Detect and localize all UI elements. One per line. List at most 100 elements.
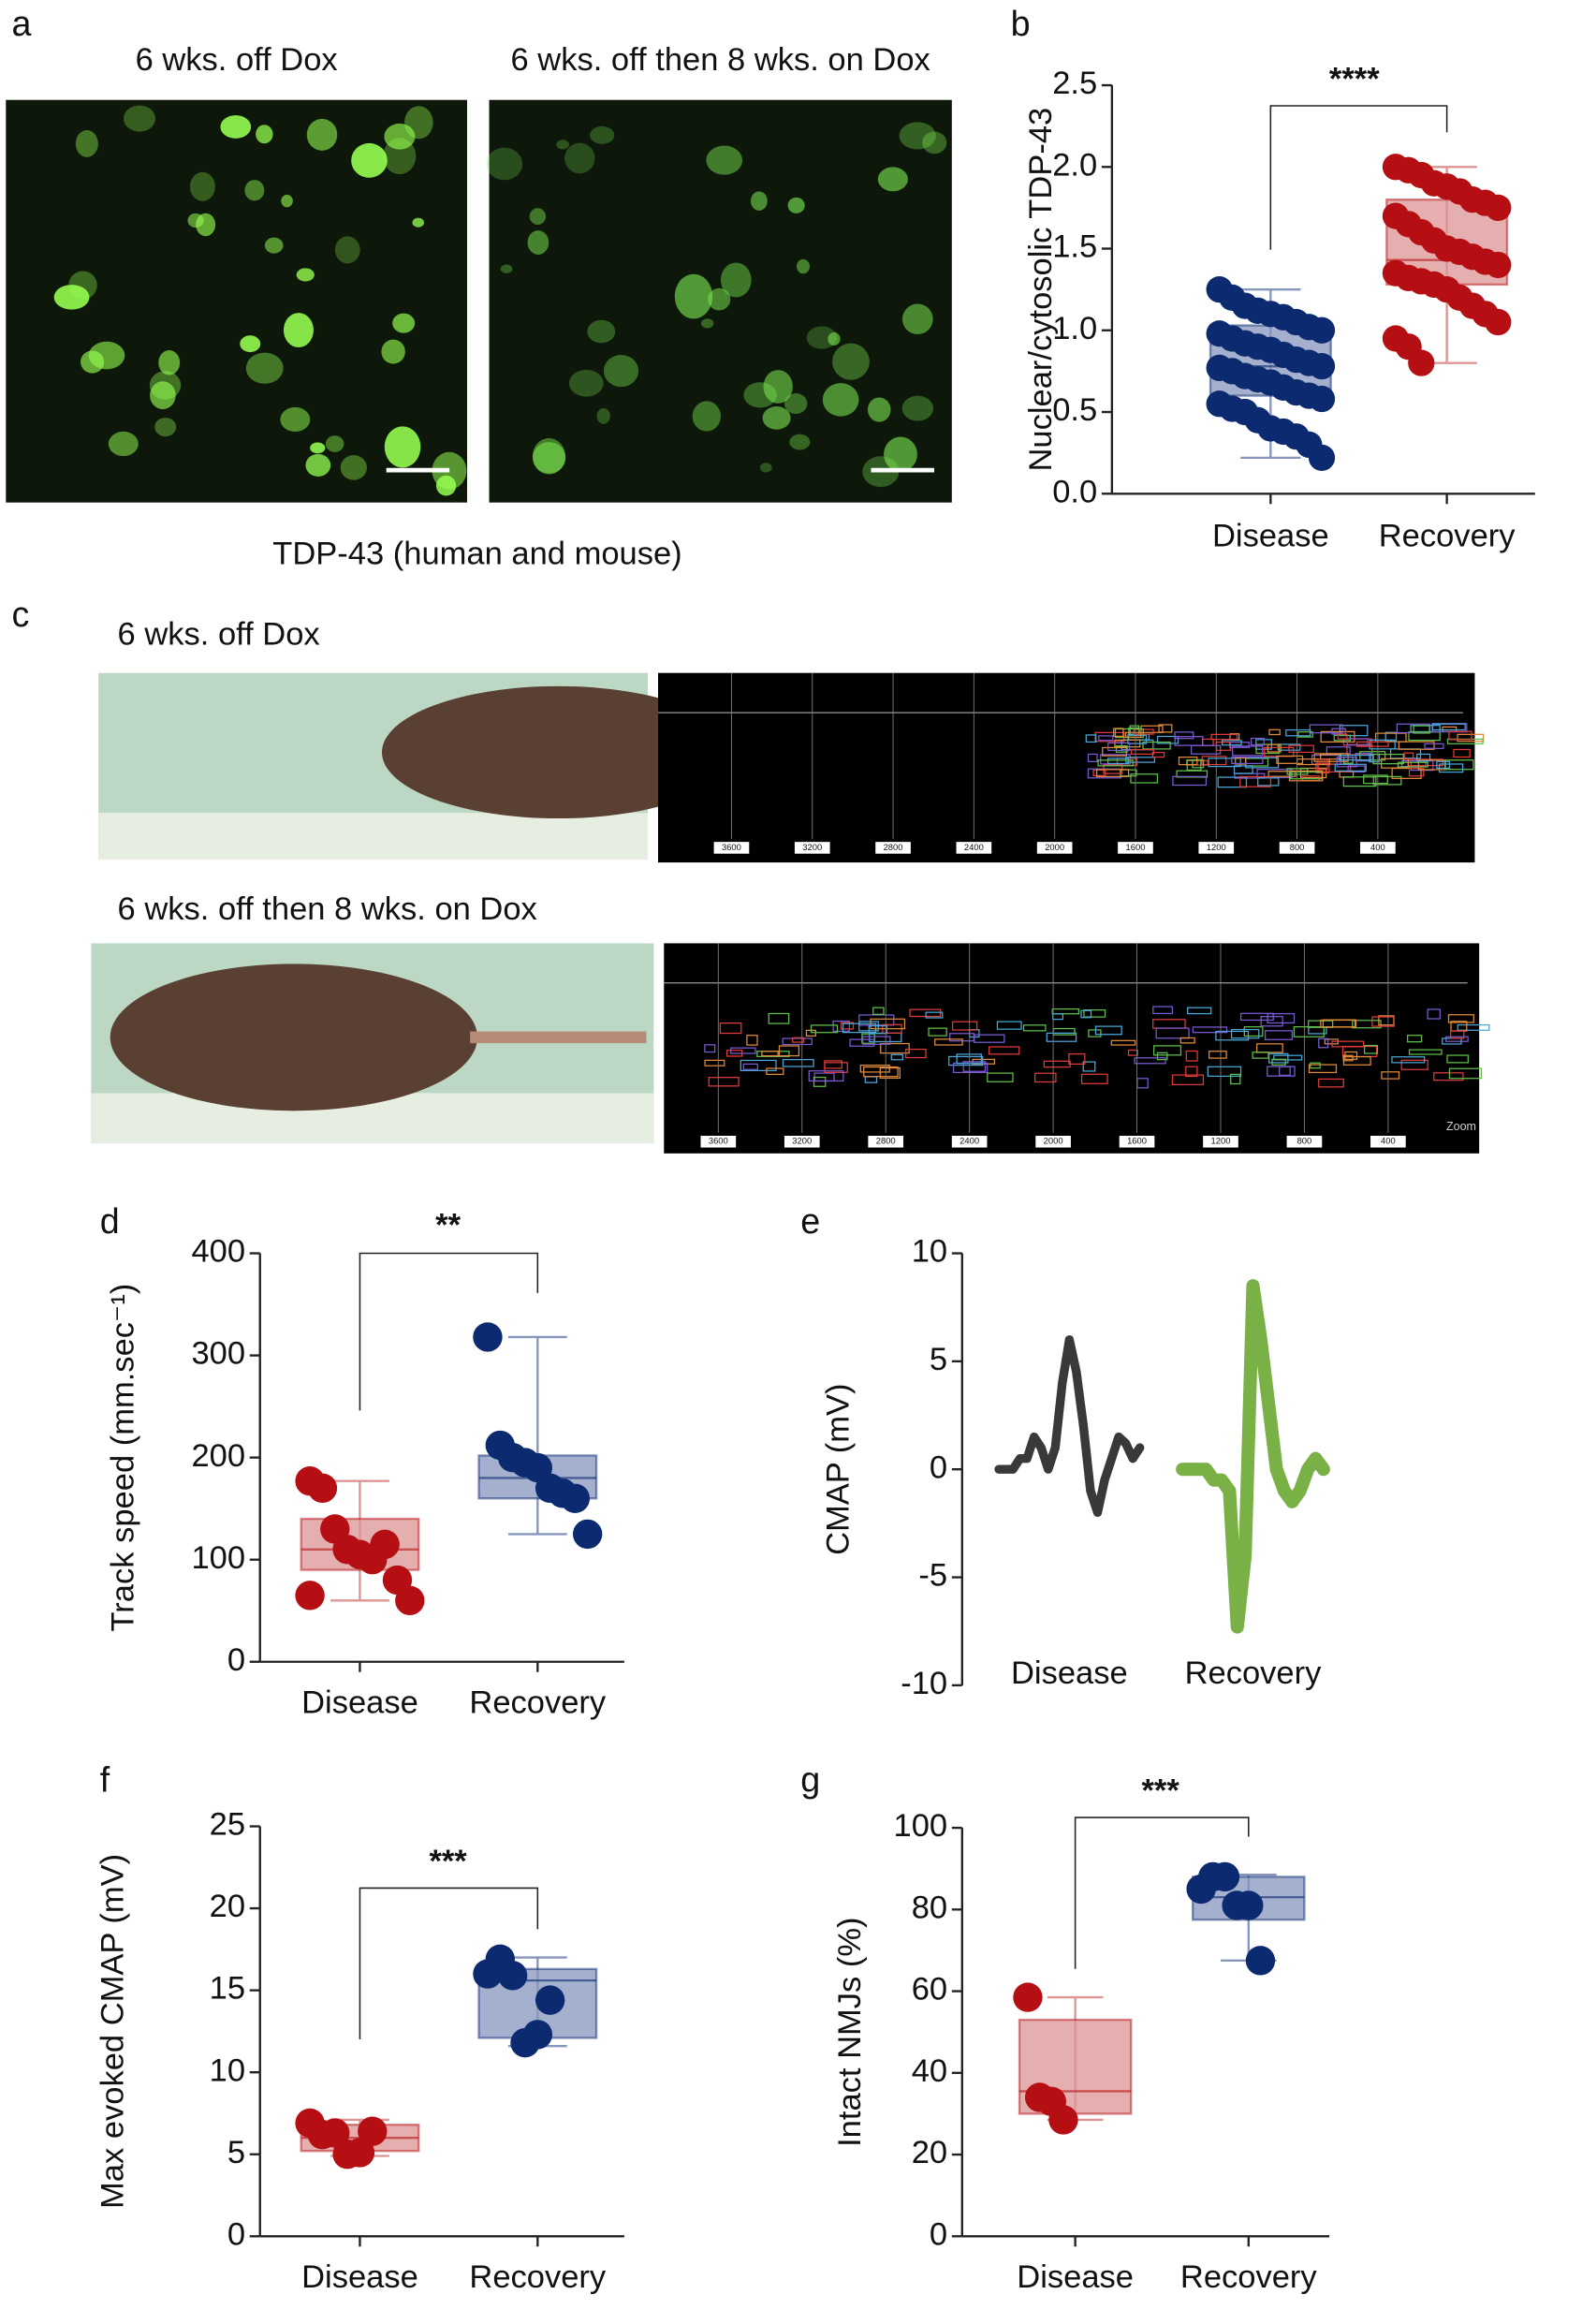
data-point [1485, 194, 1512, 222]
track-label-box [700, 1135, 737, 1148]
track-label-box [951, 1135, 988, 1148]
panel-letter: b [1011, 4, 1031, 43]
footprint [1271, 1058, 1286, 1066]
footprint [761, 1051, 779, 1057]
footprint [778, 1045, 800, 1057]
data-point [1485, 251, 1512, 279]
footprint [928, 1027, 947, 1037]
footprint [1083, 1009, 1106, 1018]
data-point [295, 1581, 325, 1611]
footprint [1085, 734, 1097, 743]
track-label-box [1118, 842, 1153, 854]
image-title: 6 wks. off Dox [118, 617, 320, 653]
cell [832, 343, 870, 380]
track-label-box [1036, 842, 1073, 854]
footprint [868, 1024, 888, 1035]
track-label: 2400 [959, 1136, 979, 1146]
cell [158, 349, 181, 375]
footprint [1222, 740, 1242, 746]
data-point [307, 1473, 338, 1504]
footprint [1444, 759, 1474, 771]
cell [384, 123, 416, 150]
footprint [1098, 735, 1114, 742]
footprint [1408, 1049, 1443, 1055]
cell [149, 371, 182, 400]
y-tick-label: 100 [191, 1540, 245, 1576]
footprint [1397, 761, 1428, 768]
data-point [572, 1519, 603, 1550]
cell [296, 268, 315, 282]
footprint [840, 1022, 855, 1030]
cell [587, 319, 616, 344]
track-panel [657, 672, 1475, 863]
cell [899, 122, 936, 150]
cell [763, 370, 793, 404]
track-label: 800 [1297, 1136, 1312, 1146]
footprint [704, 1059, 725, 1066]
track-label-box [956, 842, 992, 854]
data-point [1245, 1946, 1276, 1976]
footprint [1142, 741, 1171, 750]
footprint [1094, 1025, 1122, 1036]
footprint [792, 1037, 804, 1043]
track-label: 800 [1290, 842, 1305, 852]
data-point [1308, 316, 1336, 344]
significance-bracket [1074, 1817, 1250, 1969]
cell [486, 147, 523, 181]
footprint [1207, 1066, 1242, 1077]
data-point [1308, 385, 1336, 413]
cell [789, 434, 811, 450]
panel-letter: g [800, 1759, 820, 1799]
footprint [1309, 724, 1343, 734]
data-point [358, 2116, 388, 2146]
data-point [1209, 1861, 1240, 1892]
cell [708, 287, 731, 311]
cell [244, 180, 265, 201]
cell [392, 313, 416, 333]
cell [383, 138, 417, 175]
cell [806, 326, 838, 349]
cell [828, 331, 841, 346]
footprint [1339, 725, 1369, 737]
cell [187, 213, 204, 228]
y-tick-label: 2.5 [1052, 66, 1097, 101]
footprint [832, 1020, 850, 1032]
cell [404, 106, 433, 140]
track-label-box [1370, 1135, 1406, 1148]
footprint [1124, 731, 1142, 738]
cell [334, 236, 360, 264]
track-label: 1200 [1207, 842, 1226, 852]
significance: ** [435, 1207, 461, 1243]
footprint [1186, 1007, 1212, 1015]
cell [529, 208, 547, 226]
footprint [704, 1044, 716, 1053]
footprint [1352, 1020, 1382, 1029]
footprint [1082, 1061, 1096, 1072]
footprint [1264, 1030, 1293, 1040]
footprint [1178, 757, 1198, 766]
cell [706, 145, 743, 175]
cell [280, 406, 311, 433]
footprint [1156, 735, 1179, 744]
x-tick-label: Disease [1011, 1655, 1128, 1691]
data-point [560, 1483, 591, 1513]
cell [750, 191, 768, 211]
footprint [1276, 755, 1304, 764]
footprint [1243, 1026, 1264, 1037]
y-tick-label: 40 [912, 2053, 947, 2089]
footprint [1172, 775, 1208, 787]
footprint [861, 1033, 875, 1044]
cell [412, 217, 425, 228]
mouse-tail [470, 1031, 647, 1044]
footprint [1051, 1008, 1080, 1015]
footprint [1252, 1052, 1269, 1059]
footprint [1333, 734, 1352, 742]
cell [189, 171, 215, 201]
footprint [1447, 1014, 1474, 1023]
footprint [1398, 741, 1435, 750]
footprint [996, 1021, 1022, 1030]
footprint [1279, 1066, 1291, 1077]
y-tick-label: 20 [210, 1889, 245, 1924]
footprint [1087, 753, 1098, 763]
footprint [1445, 1036, 1469, 1042]
